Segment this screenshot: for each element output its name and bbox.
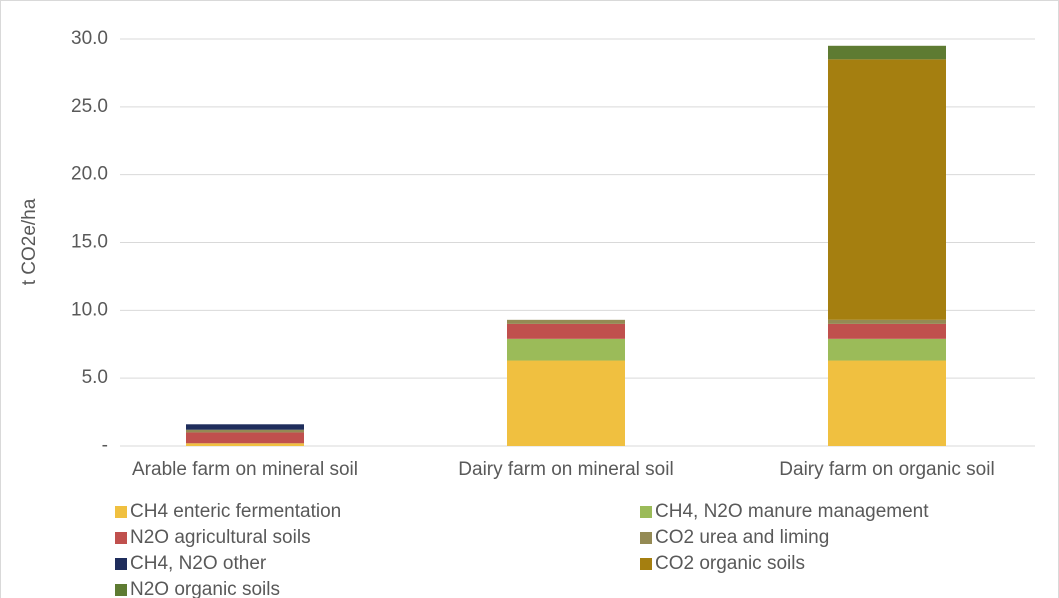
legend-label: CO2 organic soils (655, 553, 805, 574)
bar-segment (828, 338, 946, 361)
legend-swatch (115, 558, 127, 570)
x-tick-label: Arable farm on mineral soil (132, 459, 358, 480)
legend-label: CH4 enteric fermentation (130, 501, 341, 522)
bar-segment (828, 323, 946, 339)
y-tick-label: 5.0 (82, 367, 108, 388)
bar-segment (507, 319, 625, 324)
y-tick-label: 30.0 (71, 28, 108, 49)
y-tick-label: 10.0 (71, 299, 108, 320)
bar-segment (828, 360, 946, 446)
y-tick-label: 25.0 (71, 96, 108, 117)
y-axis-label: t CO2e/ha (19, 198, 40, 285)
legend-label: N2O organic soils (130, 579, 280, 598)
legend-label: N2O agricultural soils (130, 527, 311, 548)
y-tick-label: - (102, 435, 108, 456)
y-tick-label: 20.0 (71, 164, 108, 185)
legend-swatch (640, 506, 652, 518)
legend-swatch (115, 584, 127, 596)
bar-segment (828, 319, 946, 324)
legend-swatch (640, 558, 652, 570)
y-tick-label: 15.0 (71, 232, 108, 253)
bar-segment (186, 424, 304, 430)
bar-segment (507, 338, 625, 361)
x-tick-label: Dairy farm on mineral soil (458, 459, 673, 480)
legend-swatch (115, 506, 127, 518)
legend-label: CH4, N2O other (130, 553, 267, 574)
bar-segment (828, 45, 946, 60)
legend-swatch (640, 532, 652, 544)
bar-segment (186, 443, 304, 446)
x-tick-label: Dairy farm on organic soil (779, 459, 994, 480)
legend-label: CH4, N2O manure management (655, 501, 929, 522)
legend-label: CO2 urea and liming (655, 527, 829, 548)
bar-segment (507, 323, 625, 339)
legend-swatch (115, 532, 127, 544)
bar-segment (186, 429, 304, 433)
bar-segment (507, 360, 625, 446)
bar-segment (828, 59, 946, 320)
bar-segment (186, 432, 304, 444)
